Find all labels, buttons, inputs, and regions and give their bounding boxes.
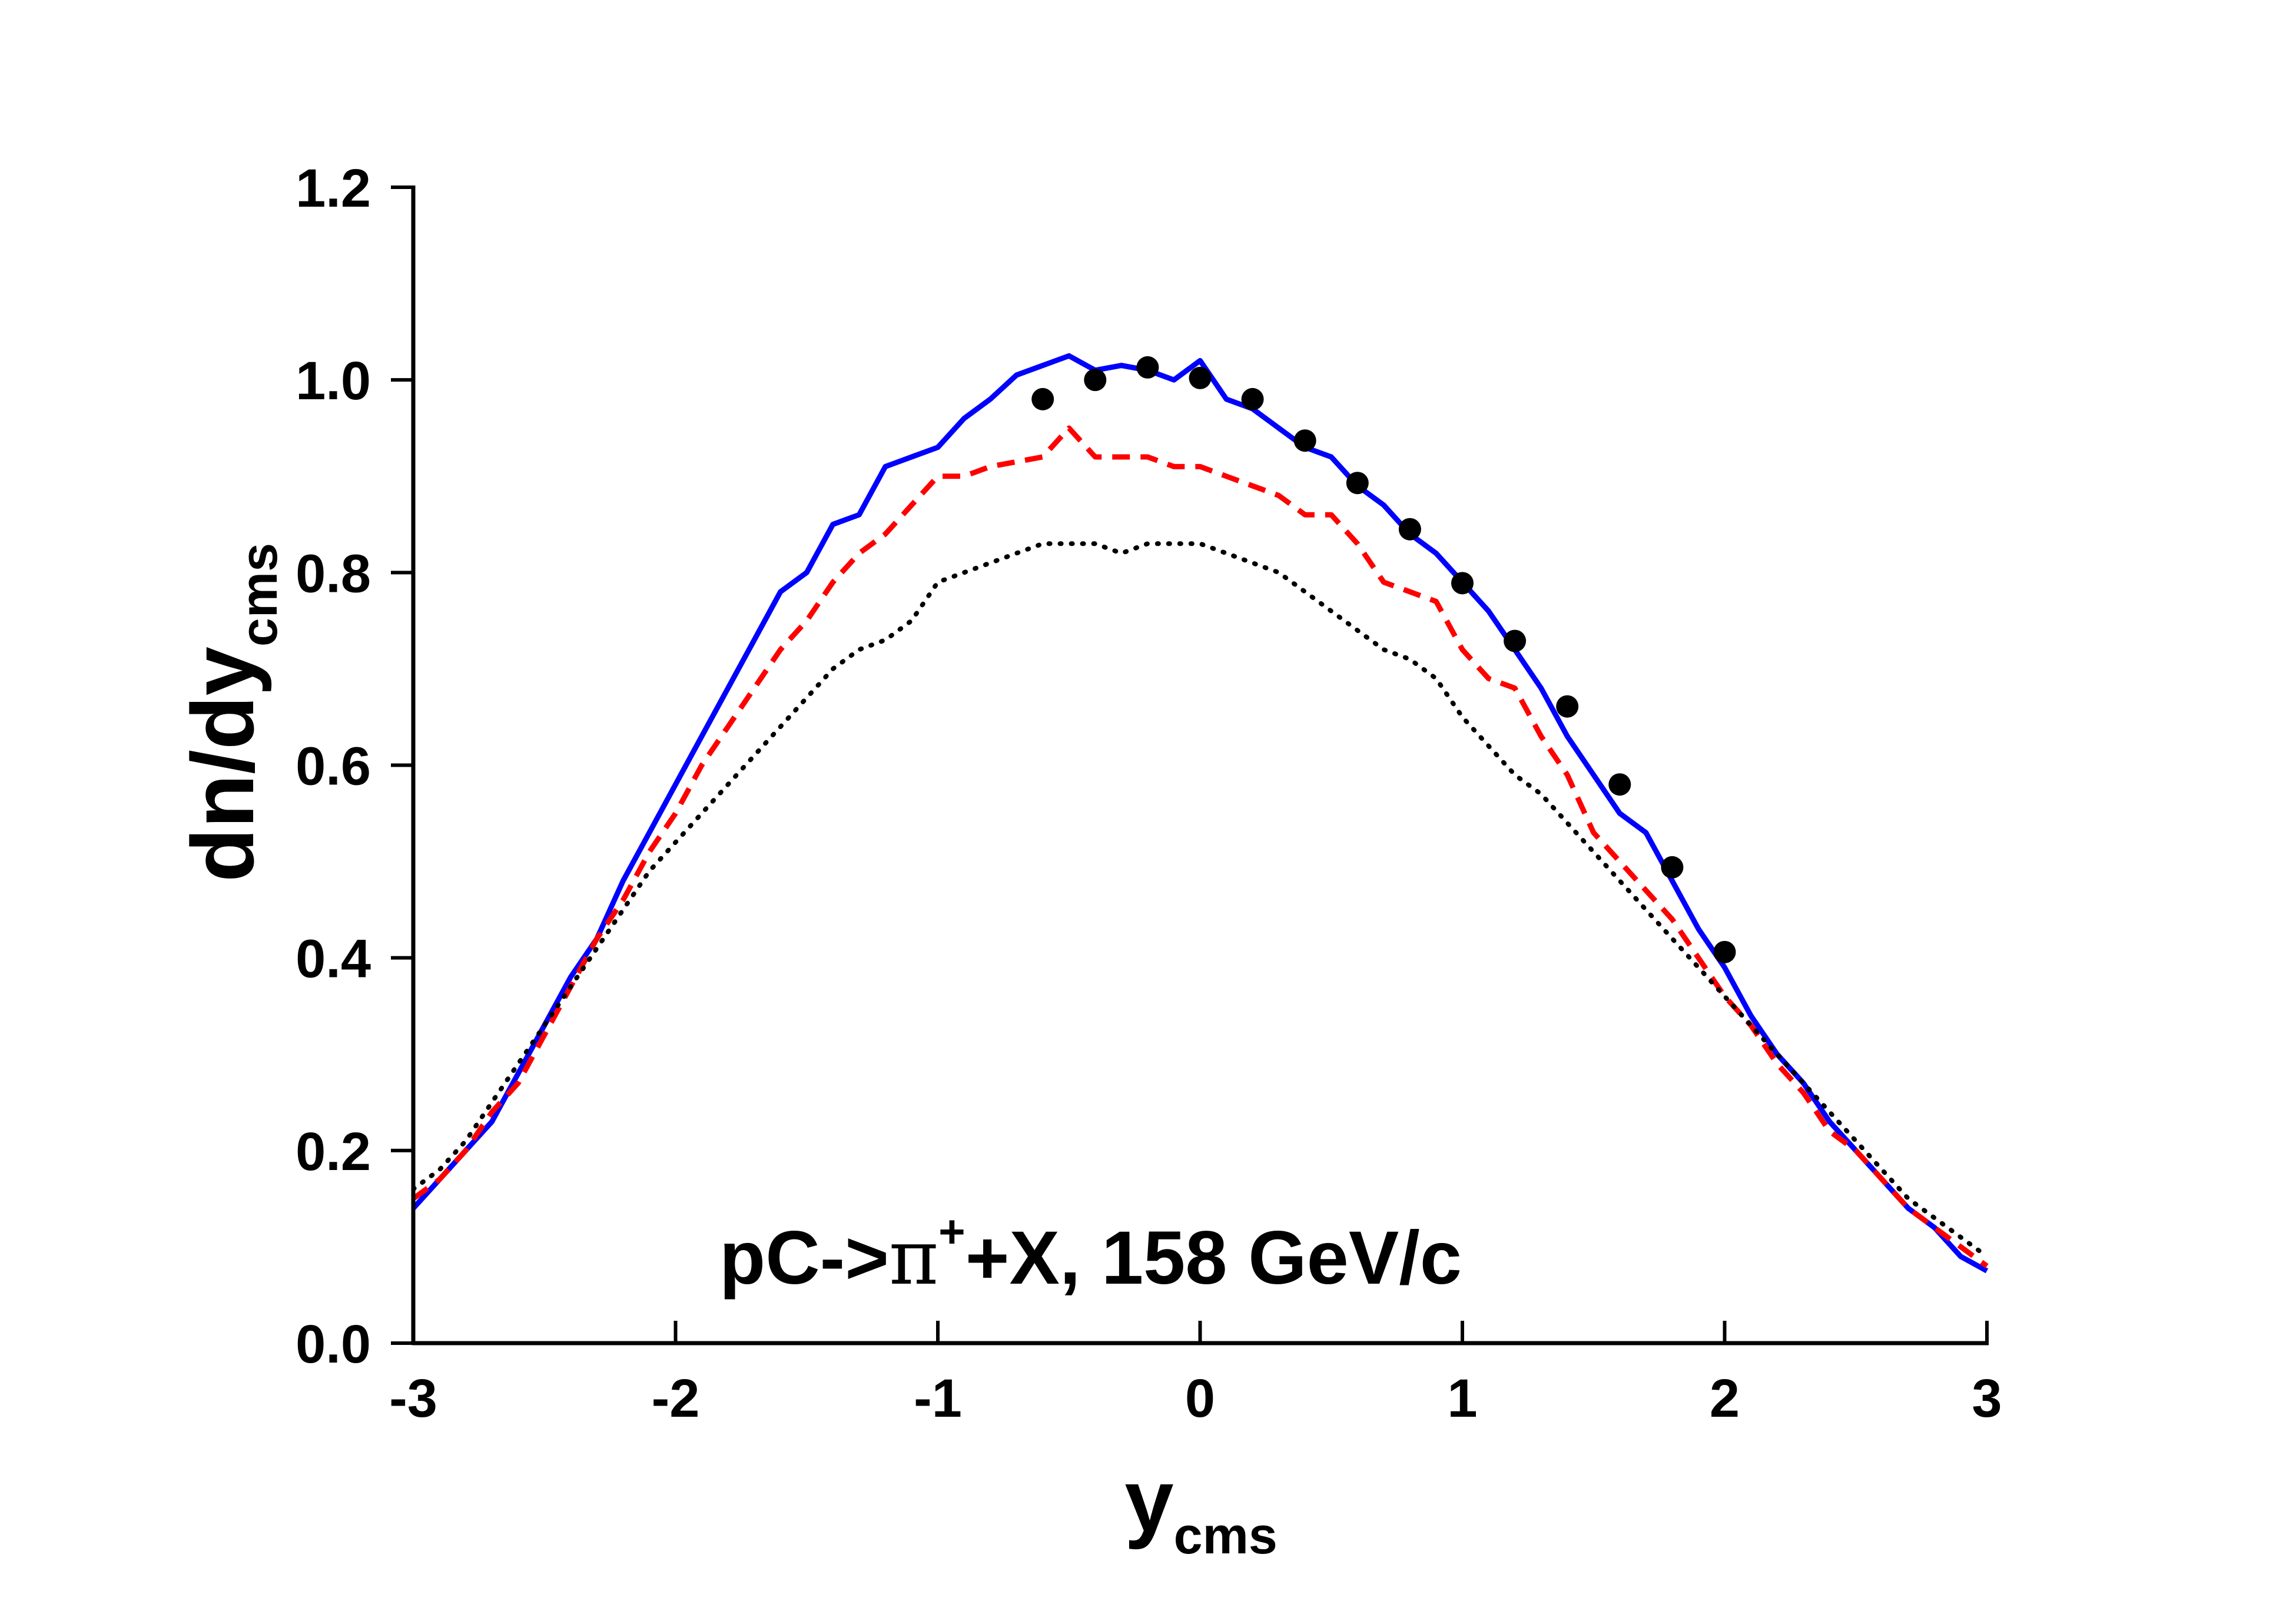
data-point — [1241, 387, 1264, 410]
data-point — [1031, 387, 1054, 410]
series-layer — [412, 353, 1989, 1274]
series-line-dashed — [412, 425, 1989, 1268]
y-tick-label: 0.8 — [296, 543, 371, 604]
x-tick-label: 3 — [1972, 1368, 2002, 1429]
y-tick-label: 1.0 — [296, 351, 371, 411]
x-tick-label: -1 — [914, 1368, 962, 1429]
y-ticks: 0.0 0.2 0.4 0.6 0.8 1.0 1.2 — [296, 158, 413, 1374]
annotation-prefix: pC-> — [719, 1216, 889, 1300]
y-axis-label-sub: cms — [230, 543, 288, 647]
series-line-solid — [412, 353, 1989, 1274]
data-point — [1398, 518, 1421, 541]
x-axis-label-sub: cms — [1174, 1506, 1278, 1565]
data-point — [1293, 429, 1316, 452]
y-tick-label: 0.0 — [296, 1314, 371, 1374]
y-axis-label-base: dn/dy — [173, 647, 272, 882]
data-point — [1713, 940, 1736, 963]
annotation-charge: + — [938, 1205, 965, 1257]
data-point — [1661, 856, 1684, 879]
data-point — [1346, 472, 1369, 495]
data-point — [1189, 366, 1212, 389]
annotation-suffix: +X, 158 GeV/c — [965, 1216, 1462, 1300]
y-tick-label: 1.2 — [296, 158, 371, 218]
x-tick-label: 2 — [1710, 1368, 1740, 1429]
reaction-annotation: pC->π++X, 158 GeV/c — [719, 1205, 1462, 1302]
x-axis-label: ycms — [1124, 1451, 1278, 1565]
data-point — [1136, 356, 1159, 379]
data-point — [1608, 773, 1631, 796]
y-tick-label: 0.4 — [296, 929, 371, 989]
x-ticks: -3 -2 -1 0 1 2 3 — [389, 1321, 2002, 1429]
data-point — [1084, 369, 1107, 392]
data-point — [1556, 695, 1579, 718]
x-tick-label: 1 — [1447, 1368, 1477, 1429]
y-axis-label: dn/dycms — [173, 543, 288, 882]
x-axis-label-base: y — [1124, 1451, 1173, 1550]
series-line-dotted — [412, 541, 1989, 1259]
x-tick-label: -3 — [389, 1368, 437, 1429]
x-tick-label: -2 — [652, 1368, 700, 1429]
annotation-particle: π — [889, 1214, 938, 1302]
y-tick-label: 0.2 — [296, 1122, 371, 1182]
data-point — [1451, 572, 1474, 595]
data-point — [1504, 629, 1527, 652]
y-tick-label: 0.6 — [296, 737, 371, 797]
x-tick-label: 0 — [1185, 1368, 1215, 1429]
marker-layer — [1031, 356, 1736, 963]
